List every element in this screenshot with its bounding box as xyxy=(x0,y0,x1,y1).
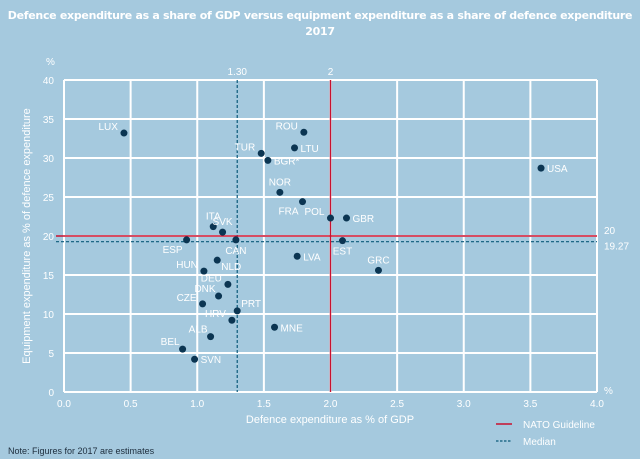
legend: NATO Guideline Median xyxy=(496,420,595,448)
median-x-label: 1.30 xyxy=(227,67,247,78)
nato-y-label: 20 xyxy=(604,226,616,237)
point-label: DNK xyxy=(194,284,215,295)
point-hun xyxy=(200,267,208,275)
point-label: ALB xyxy=(189,325,208,336)
point-can xyxy=(232,236,240,244)
y-axis-label: Equipment expenditure as % of defence ex… xyxy=(21,108,33,364)
point-dnk xyxy=(215,292,223,300)
point-svn xyxy=(191,355,199,363)
point-ita xyxy=(209,223,217,231)
median-y-label: 19.27 xyxy=(604,242,629,253)
y-tick-label: 35 xyxy=(43,115,55,126)
point-label: CZE xyxy=(177,293,197,304)
point-hrv xyxy=(228,316,236,324)
point-label: SVK xyxy=(213,217,233,228)
legend-median-label: Median xyxy=(523,437,556,448)
point-label: EST xyxy=(333,247,352,258)
footnote: Note: Figures for 2017 are estimates xyxy=(8,446,155,456)
point-label: LTU xyxy=(301,144,319,155)
point-label: ESP xyxy=(163,245,183,256)
point-ltu xyxy=(291,144,299,152)
point-label: BEL xyxy=(161,337,180,348)
point-label: PRT xyxy=(241,299,261,310)
point-label: BGR* xyxy=(274,156,300,167)
point-lux xyxy=(120,129,128,137)
point-label: NOR xyxy=(269,177,291,188)
point-label: HRV xyxy=(205,309,226,320)
y-tick-label: 25 xyxy=(43,193,55,204)
point-bgr xyxy=(264,156,272,164)
x-tick-label: 3.5 xyxy=(523,399,537,410)
point-cze xyxy=(199,300,207,308)
point-label: ROU xyxy=(276,121,298,132)
x-tick-label: 2.0 xyxy=(324,399,338,410)
point-deu xyxy=(224,280,232,288)
point-label: DEU xyxy=(201,273,222,284)
x-unit-label: % xyxy=(604,386,613,397)
point-label: SVN xyxy=(201,355,222,366)
y-tick-label: 20 xyxy=(43,232,55,243)
y-tick-label: 5 xyxy=(48,349,54,360)
point-label: MNE xyxy=(281,323,304,334)
x-tick-label: 1.5 xyxy=(257,399,271,410)
point-label: ITA xyxy=(206,212,221,223)
reference-lines: 1.30 19.27 2 20 xyxy=(56,67,629,392)
chart-title-main: Defence expenditure as a share of GDP ve… xyxy=(7,9,633,22)
point-label: GRC xyxy=(367,255,389,266)
point-usa xyxy=(537,164,545,172)
y-tick-label: 10 xyxy=(43,310,55,321)
point-label: CAN xyxy=(225,246,246,257)
x-tick-label: 0.5 xyxy=(124,399,138,410)
point-bel xyxy=(179,345,187,353)
chart-title: Defence expenditure as a share of GDP ve… xyxy=(0,8,640,40)
point-label: POL xyxy=(304,207,324,218)
point-svk xyxy=(219,228,227,236)
y-tick-label: 0 xyxy=(48,388,54,399)
point-label: LUX xyxy=(99,122,119,133)
legend-nato-label: NATO Guideline xyxy=(523,420,595,431)
y-tick-label: 30 xyxy=(43,154,55,165)
x-tick-label: 1.0 xyxy=(190,399,204,410)
y-tick-label: 15 xyxy=(43,271,55,282)
point-nor xyxy=(276,188,284,196)
point-rou xyxy=(300,128,308,136)
x-tick-label: 2.5 xyxy=(390,399,404,410)
x-axis-label: Defence expenditure as % of GDP xyxy=(246,414,414,426)
point-pol xyxy=(327,214,334,222)
point-mne xyxy=(271,323,279,331)
point-lva xyxy=(293,252,301,260)
y-unit-label: % xyxy=(46,57,55,68)
point-est xyxy=(338,237,346,245)
point-label: HUN xyxy=(176,260,198,271)
point-label: GBR xyxy=(352,214,374,225)
point-label: TUR xyxy=(235,142,256,153)
x-tick-label: 0.0 xyxy=(57,399,71,410)
chart-subtitle: 2017 xyxy=(305,25,335,38)
point-grc xyxy=(374,266,382,274)
point-gbr xyxy=(342,214,350,222)
point-nld xyxy=(213,256,221,264)
x-tick-label: 3.0 xyxy=(457,399,471,410)
point-label: NLD xyxy=(221,262,241,273)
point-label: FRA xyxy=(279,207,299,218)
nato-x-label: 2 xyxy=(328,67,334,78)
point-esp xyxy=(183,236,191,244)
point-label: USA xyxy=(547,164,568,175)
tick-labels: 0.0 0.5 1.0 1.5 2.0 2.5 3.0 3.5 4.0 0 5 10 15 20 25 30 3… xyxy=(43,76,605,410)
point-prt xyxy=(233,307,241,315)
x-tick-label: 4.0 xyxy=(590,399,604,410)
point-label: LVA xyxy=(303,252,321,263)
point-fra xyxy=(299,198,307,206)
y-tick-label: 40 xyxy=(43,76,55,87)
point-tur xyxy=(257,149,265,157)
point-alb xyxy=(207,333,215,341)
